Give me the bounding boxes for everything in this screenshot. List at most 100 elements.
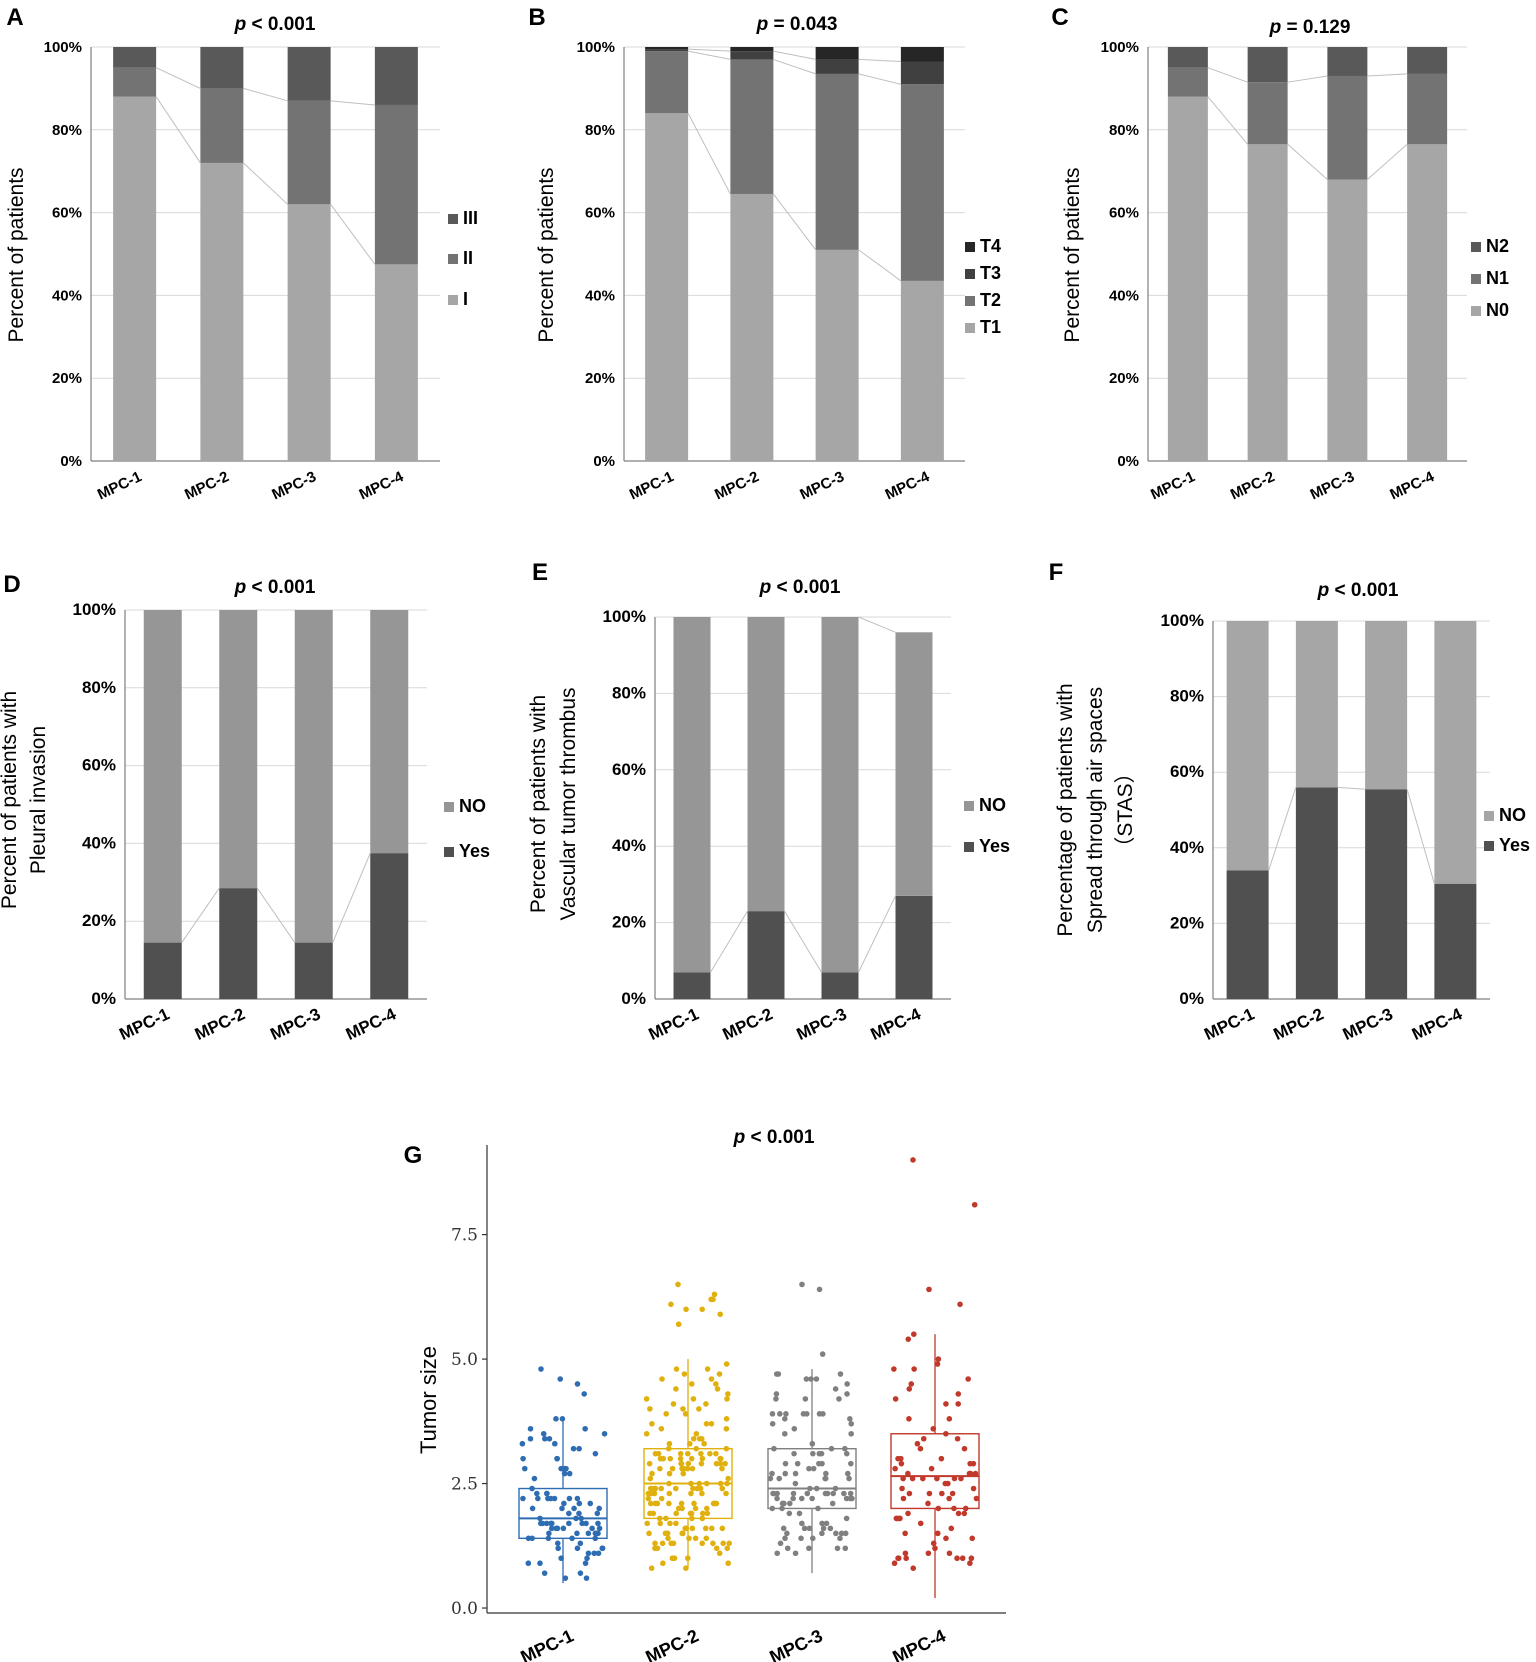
data-point: [716, 1371, 723, 1377]
connector-line: [687, 113, 731, 195]
data-point: [834, 1545, 841, 1552]
x-category-label: MPC-4: [889, 1625, 948, 1662]
x-category-label: MPC-3: [267, 1004, 323, 1044]
bar-n1-mpc-2: [1247, 82, 1288, 145]
data-point: [836, 1396, 842, 1402]
panel-label: F: [1049, 559, 1064, 586]
data-point: [581, 1391, 587, 1397]
data-point: [585, 1550, 592, 1557]
data-point: [678, 1460, 685, 1467]
y-tick-label: 0%: [621, 989, 646, 1008]
data-point: [714, 1386, 721, 1392]
p-symbol: p: [1317, 580, 1330, 601]
data-point: [949, 1490, 956, 1497]
data-point: [803, 1376, 810, 1382]
data-point: [958, 1475, 964, 1482]
y-tick-label: 100%: [44, 39, 82, 56]
data-point: [593, 1530, 600, 1537]
connector-line: [1367, 73, 1408, 77]
data-point: [925, 1500, 931, 1507]
data-point: [594, 1510, 601, 1517]
connector-line: [155, 67, 201, 89]
data-point: [902, 1530, 908, 1537]
x-category-label: MPC-4: [357, 468, 407, 503]
data-point: [669, 1555, 676, 1562]
bar-yes-mpc-2: [1295, 787, 1338, 999]
legend-label: NO: [979, 795, 1006, 815]
data-point: [806, 1545, 812, 1552]
data-point: [657, 1455, 664, 1462]
p-value-title: p < 0.001: [759, 577, 841, 598]
data-point: [782, 1416, 788, 1422]
data-point: [652, 1450, 659, 1457]
data-point: [647, 1475, 654, 1482]
y-tick-label: 5.0: [451, 1350, 478, 1370]
legend-label: T2: [980, 290, 1001, 310]
data-point: [577, 1570, 584, 1576]
data-point: [954, 1435, 961, 1442]
y-tick-label: 20%: [82, 911, 116, 930]
data-point: [599, 1545, 606, 1552]
data-point: [780, 1525, 787, 1532]
legend-label: T4: [980, 236, 1001, 256]
bar-t4-mpc-1: [645, 47, 689, 50]
data-point: [910, 1565, 917, 1571]
data-point: [647, 1500, 654, 1507]
data-point: [719, 1485, 726, 1492]
data-point: [891, 1366, 897, 1372]
data-point: [961, 1510, 968, 1517]
data-point: [699, 1306, 705, 1313]
box-group-mpc-3: [767, 1281, 857, 1574]
data-point: [938, 1455, 945, 1462]
data-point: [573, 1515, 579, 1522]
y-tick-label: 0%: [1117, 453, 1139, 470]
data-point: [545, 1495, 551, 1502]
data-point: [809, 1495, 815, 1502]
x-category-label: MPC-2: [192, 1004, 248, 1044]
data-point: [842, 1545, 849, 1552]
bar-n2-mpc-4: [1407, 47, 1448, 74]
data-point: [792, 1550, 799, 1557]
y-tick-label: 40%: [1170, 838, 1204, 857]
data-point: [791, 1425, 798, 1432]
data-point: [531, 1475, 538, 1482]
legend-swatch: [448, 295, 458, 305]
data-point: [670, 1540, 677, 1547]
data-point: [689, 1465, 696, 1472]
data-point: [723, 1490, 729, 1497]
data-point: [710, 1540, 716, 1547]
data-point: [670, 1401, 677, 1407]
data-point: [930, 1425, 937, 1432]
data-point: [967, 1460, 973, 1467]
data-point: [847, 1495, 854, 1502]
data-point: [538, 1520, 544, 1527]
legend-swatch: [965, 242, 975, 252]
x-category-label: MPC-3: [766, 1625, 825, 1662]
data-point: [703, 1535, 710, 1542]
bar-no-mpc-3: [1365, 621, 1408, 790]
data-point: [574, 1545, 581, 1552]
data-point: [673, 1510, 679, 1517]
data-point: [663, 1515, 669, 1522]
data-point: [920, 1435, 927, 1442]
bar-ii-mpc-1: [113, 67, 157, 97]
bar-t2-mpc-2: [730, 59, 774, 194]
data-point: [595, 1550, 602, 1557]
connector-line: [243, 162, 288, 205]
data-point: [537, 1515, 543, 1522]
legend-label: T1: [980, 317, 1001, 337]
data-point: [906, 1416, 912, 1422]
data-point: [716, 1550, 723, 1557]
bar-t4-mpc-4: [900, 47, 944, 62]
p-value-text: = 0.129: [1281, 17, 1350, 38]
data-point: [666, 1480, 672, 1487]
data-point: [808, 1376, 814, 1382]
bar-no-mpc-3: [294, 610, 333, 943]
data-point: [596, 1525, 603, 1532]
data-point: [792, 1470, 799, 1477]
bar-no-mpc-1: [673, 617, 711, 973]
data-point: [796, 1510, 803, 1517]
x-category-label: MPC-3: [797, 468, 846, 503]
bar-yes-mpc-1: [1226, 870, 1269, 999]
